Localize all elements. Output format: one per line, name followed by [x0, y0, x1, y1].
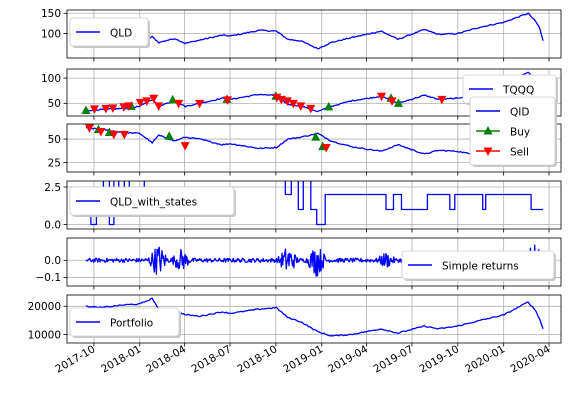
x-tick-label: 2018-01	[99, 343, 143, 375]
legend-label: QLD	[110, 28, 132, 40]
x-tick-label: 2020-01	[463, 343, 507, 375]
legend-box	[69, 17, 149, 47]
y-tick-label: −0.1	[36, 272, 62, 284]
buy-marker	[311, 132, 321, 141]
axes-frame-qid	[66, 123, 562, 173]
y-tick-label: 50	[48, 98, 61, 110]
x-tick-label: 2019-04	[326, 343, 370, 375]
series-line-qid	[85, 126, 544, 167]
sell-marker	[180, 142, 190, 151]
sell-marker	[174, 99, 184, 109]
buy-marker	[324, 101, 334, 111]
legend-sell-marker	[483, 147, 493, 156]
legend-label: Buy	[510, 127, 530, 139]
sell-marker	[84, 124, 94, 133]
axes-frame-portfolio	[66, 294, 562, 344]
sell-marker	[437, 95, 447, 105]
x-tick-label: 2019-01	[281, 343, 325, 375]
sell-marker	[119, 130, 129, 140]
sell-marker	[195, 99, 205, 109]
legend-label: TQQQ	[502, 85, 534, 97]
y-tick-label: 10000	[28, 329, 61, 341]
y-tick-label: 0.0	[44, 219, 61, 231]
sell-marker	[288, 99, 298, 109]
legend-label: QLD_with_states	[110, 197, 197, 209]
buy-marker	[393, 98, 403, 107]
legend-label: Sell	[510, 147, 529, 159]
axes-frame-returns	[66, 237, 562, 287]
y-tick-label: 0.0	[44, 255, 61, 267]
series-line-qld	[85, 12, 544, 50]
sell-marker	[282, 97, 292, 106]
y-tick-label: 50	[48, 134, 61, 146]
x-tick-label: 2019-07	[371, 343, 415, 375]
sell-marker	[223, 96, 233, 105]
x-tick-label: 2017-10	[53, 343, 97, 375]
sell-marker	[306, 104, 316, 114]
plot-area-qid	[84, 124, 544, 167]
sell-marker	[377, 92, 387, 102]
legend-box	[69, 186, 235, 216]
sell-marker	[321, 144, 331, 153]
x-tick-label: 2020-04	[509, 343, 553, 375]
sell-marker	[142, 97, 152, 106]
sell-marker	[135, 98, 145, 108]
legend-label: QID	[510, 107, 529, 119]
sell-marker	[296, 102, 306, 111]
sell-marker	[101, 104, 111, 114]
x-tick-label: 2018-10	[235, 343, 279, 375]
sell-marker	[96, 128, 106, 137]
plot-area-qld	[85, 12, 544, 50]
x-tick-label: 2018-04	[144, 343, 188, 375]
sell-marker	[154, 102, 164, 111]
axes-frame-qld	[66, 9, 562, 59]
y-tick-label: 25	[48, 157, 61, 169]
sell-marker	[149, 94, 159, 104]
legend-box	[401, 250, 555, 280]
legend-buy-marker	[483, 126, 493, 135]
sell-marker	[108, 104, 118, 113]
sell-marker	[109, 130, 119, 140]
axes-frame-states	[66, 180, 562, 230]
sell-marker	[89, 105, 99, 114]
sell-marker	[387, 97, 397, 106]
y-tick-label: 2.5	[44, 182, 61, 194]
legend-label: Portfolio	[110, 318, 153, 330]
y-tick-label: 150	[41, 8, 61, 20]
y-tick-label: 20000	[28, 301, 61, 313]
axes-frame-tqqq	[66, 68, 562, 117]
y-tick-label: 100	[41, 73, 61, 85]
x-tick-label: 2018-07	[190, 343, 234, 375]
buy-marker	[81, 105, 91, 114]
y-tick-label: 100	[41, 28, 61, 40]
buy-marker	[164, 131, 174, 140]
x-tick-label: 2019-10	[417, 343, 461, 375]
legend-label: Simple returns	[442, 261, 519, 273]
sell-marker	[124, 102, 134, 111]
legend-box	[69, 307, 180, 337]
